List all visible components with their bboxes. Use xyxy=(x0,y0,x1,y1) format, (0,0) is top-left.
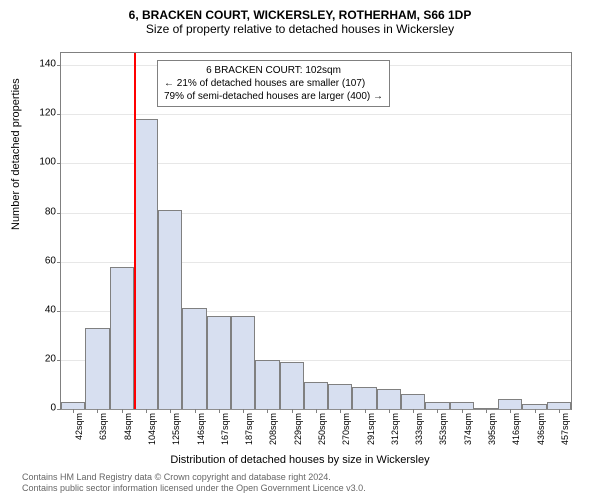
xtick-label: 416sqm xyxy=(511,413,521,463)
histogram-bar xyxy=(450,402,474,409)
xtick-label: 146sqm xyxy=(196,413,206,463)
histogram-bar xyxy=(110,267,134,409)
histogram-bar xyxy=(85,328,109,409)
xtick-label: 42sqm xyxy=(74,413,84,463)
xtick-label: 457sqm xyxy=(560,413,570,463)
annotation-line2: ← 21% of detached houses are smaller (10… xyxy=(164,77,383,90)
histogram-bar xyxy=(134,119,158,409)
histogram-bar xyxy=(158,210,182,409)
xtick-label: 436sqm xyxy=(536,413,546,463)
ytick-label: 40 xyxy=(26,304,56,315)
histogram-bar xyxy=(231,316,255,409)
ytick-label: 20 xyxy=(26,353,56,364)
ytick-mark xyxy=(57,311,61,312)
ytick-mark xyxy=(57,65,61,66)
ytick-mark xyxy=(57,114,61,115)
ytick-mark xyxy=(57,409,61,410)
ytick-label: 120 xyxy=(26,108,56,119)
histogram-bar xyxy=(280,362,304,409)
histogram-bar xyxy=(328,384,352,409)
annotation-box: 6 BRACKEN COURT: 102sqm← 21% of detached… xyxy=(157,60,390,107)
xtick-label: 229sqm xyxy=(293,413,303,463)
ytick-label: 140 xyxy=(26,59,56,70)
footer-line2: Contains public sector information licen… xyxy=(22,483,366,494)
ytick-label: 0 xyxy=(26,403,56,414)
histogram-bar xyxy=(207,316,231,409)
histogram-bar xyxy=(255,360,279,409)
xtick-label: 63sqm xyxy=(98,413,108,463)
chart-title-sub: Size of property relative to detached ho… xyxy=(0,22,600,36)
ytick-label: 80 xyxy=(26,206,56,217)
xtick-label: 167sqm xyxy=(220,413,230,463)
ytick-mark xyxy=(57,360,61,361)
histogram-bar xyxy=(182,308,206,409)
xtick-label: 270sqm xyxy=(341,413,351,463)
histogram-bar xyxy=(352,387,376,409)
histogram-bar xyxy=(425,402,449,409)
histogram-bar xyxy=(304,382,328,409)
xtick-label: 333sqm xyxy=(414,413,424,463)
xtick-label: 395sqm xyxy=(487,413,497,463)
xtick-label: 374sqm xyxy=(463,413,473,463)
xtick-label: 187sqm xyxy=(244,413,254,463)
xtick-label: 84sqm xyxy=(123,413,133,463)
histogram-bar xyxy=(377,389,401,409)
xtick-label: 250sqm xyxy=(317,413,327,463)
xtick-label: 291sqm xyxy=(366,413,376,463)
ytick-label: 60 xyxy=(26,255,56,266)
gridline xyxy=(61,114,571,115)
footer-line1: Contains HM Land Registry data © Crown c… xyxy=(22,472,366,483)
annotation-line3: 79% of semi-detached houses are larger (… xyxy=(164,90,383,103)
ytick-mark xyxy=(57,213,61,214)
plot-area: 6 BRACKEN COURT: 102sqm← 21% of detached… xyxy=(60,52,572,410)
xtick-label: 208sqm xyxy=(268,413,278,463)
xtick-label: 312sqm xyxy=(390,413,400,463)
histogram-bar xyxy=(498,399,522,409)
chart-title-main: 6, BRACKEN COURT, WICKERSLEY, ROTHERHAM,… xyxy=(0,8,600,22)
property-marker-line xyxy=(134,53,136,409)
ytick-mark xyxy=(57,163,61,164)
ytick-mark xyxy=(57,262,61,263)
xtick-label: 353sqm xyxy=(438,413,448,463)
ytick-label: 100 xyxy=(26,157,56,168)
histogram-bar xyxy=(401,394,425,409)
title-block: 6, BRACKEN COURT, WICKERSLEY, ROTHERHAM,… xyxy=(0,0,600,36)
chart-container: 6, BRACKEN COURT, WICKERSLEY, ROTHERHAM,… xyxy=(0,0,600,500)
xtick-label: 104sqm xyxy=(147,413,157,463)
footer-attribution: Contains HM Land Registry data © Crown c… xyxy=(22,472,366,494)
histogram-bar xyxy=(547,402,571,409)
y-axis-label: Number of detached properties xyxy=(10,78,22,230)
xtick-label: 125sqm xyxy=(171,413,181,463)
histogram-bar xyxy=(61,402,85,409)
annotation-line1: 6 BRACKEN COURT: 102sqm xyxy=(164,64,383,77)
